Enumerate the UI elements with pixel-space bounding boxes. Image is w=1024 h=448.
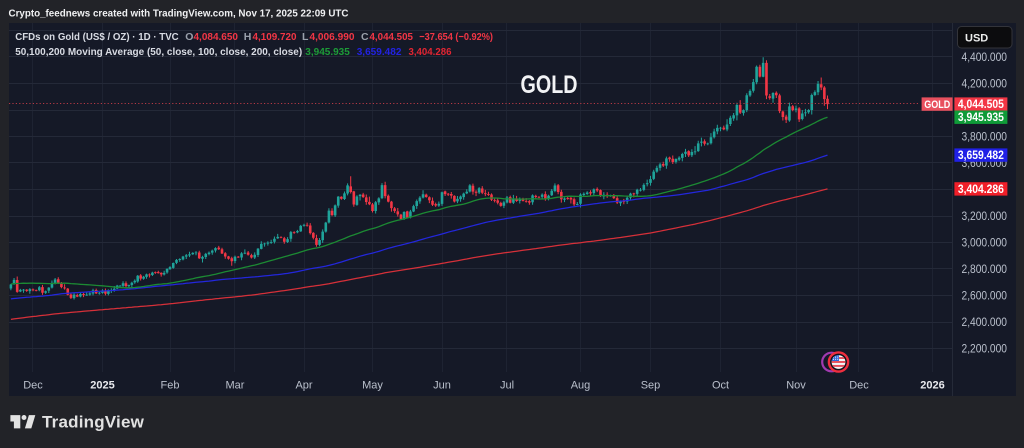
- svg-text:3,800.000: 3,800.000: [962, 129, 1008, 143]
- svg-text:Aug: Aug: [571, 379, 591, 391]
- svg-text:H: H: [244, 31, 252, 43]
- svg-text:4,400.000: 4,400.000: [962, 50, 1008, 64]
- svg-text:2025: 2025: [90, 379, 114, 391]
- svg-text:TradingView: TradingView: [42, 413, 145, 432]
- svg-text:2,600.000: 2,600.000: [962, 288, 1008, 302]
- svg-text:3,000.000: 3,000.000: [962, 235, 1008, 249]
- svg-text:Feb: Feb: [161, 379, 180, 391]
- svg-text:GOLD: GOLD: [521, 71, 578, 99]
- svg-text:3,659.482: 3,659.482: [958, 150, 1004, 162]
- svg-text:4,109.720: 4,109.720: [253, 31, 297, 43]
- svg-text:C: C: [361, 31, 369, 43]
- svg-text:3,945.935: 3,945.935: [958, 112, 1005, 124]
- svg-text:2,800.000: 2,800.000: [962, 262, 1008, 276]
- svg-text:3,200.000: 3,200.000: [962, 209, 1008, 223]
- svg-text:Sep: Sep: [641, 379, 661, 391]
- svg-text:2026: 2026: [920, 379, 944, 391]
- svg-text:Nov: Nov: [786, 379, 806, 391]
- svg-text:CFDs on Gold (US$ / OZ) · 1D ·: CFDs on Gold (US$ / OZ) · 1D · TVC: [15, 31, 179, 43]
- svg-text:May: May: [362, 379, 383, 391]
- svg-text:Oct: Oct: [712, 379, 729, 391]
- svg-text:2,400.000: 2,400.000: [962, 315, 1008, 329]
- svg-text:3,404.286: 3,404.286: [958, 184, 1004, 196]
- svg-text:GOLD: GOLD: [924, 99, 950, 111]
- svg-text:Dec: Dec: [849, 379, 869, 391]
- svg-text:4,044.505: 4,044.505: [370, 31, 414, 43]
- svg-text:4,044.505: 4,044.505: [958, 99, 1005, 111]
- svg-text:4,084.650: 4,084.650: [194, 31, 239, 43]
- svg-text:3,404.286: 3,404.286: [409, 46, 452, 58]
- svg-text:Mar: Mar: [226, 379, 245, 391]
- svg-text:Jul: Jul: [500, 379, 514, 391]
- svg-text:50,100,200 Moving Average (50,: 50,100,200 Moving Average (50, close, 10…: [15, 46, 302, 58]
- svg-text:−37.654 (−0.92%): −37.654 (−0.92%): [419, 31, 493, 43]
- svg-text:Apr: Apr: [295, 379, 312, 391]
- svg-text:Crypto_feednews created with T: Crypto_feednews created with TradingView…: [9, 7, 349, 19]
- svg-text:Dec: Dec: [23, 379, 43, 391]
- svg-text:3,945.935: 3,945.935: [305, 46, 350, 58]
- svg-text:4,200.000: 4,200.000: [962, 76, 1008, 90]
- svg-text:2,200.000: 2,200.000: [962, 341, 1008, 355]
- svg-text:O: O: [185, 31, 193, 43]
- svg-text:USD: USD: [965, 33, 988, 45]
- svg-text:4,006.990: 4,006.990: [310, 31, 355, 43]
- svg-text:Jun: Jun: [433, 379, 451, 391]
- svg-text:L: L: [302, 31, 309, 43]
- svg-text:3,659.482: 3,659.482: [357, 46, 402, 58]
